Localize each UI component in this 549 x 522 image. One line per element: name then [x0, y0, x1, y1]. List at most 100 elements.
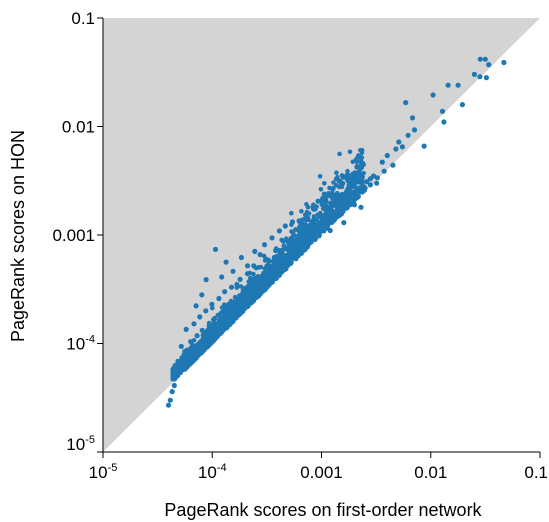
scatter-point [215, 332, 221, 338]
scatter-point [325, 221, 331, 227]
scatter-point [317, 220, 322, 225]
scatter-point [323, 198, 329, 203]
x-tick-label: 10-4 [198, 462, 227, 482]
scatter-point [222, 289, 228, 295]
scatter-point [203, 277, 209, 283]
scatter-point [283, 246, 289, 251]
scatter-point [379, 159, 385, 165]
scatter-point [405, 132, 411, 138]
scatter-point [336, 178, 342, 184]
scatter-point [339, 184, 345, 190]
scatter-point [188, 339, 194, 345]
scatter-point [317, 174, 323, 179]
scatter-point [244, 263, 251, 269]
scatter-point [199, 292, 205, 298]
scatter-point [271, 254, 277, 260]
scatter-point [439, 108, 446, 114]
scatter-point [191, 321, 197, 327]
scatter-point [430, 92, 436, 98]
scatter-point [258, 264, 264, 270]
scatter-point [242, 286, 248, 292]
scatter-point [345, 179, 351, 184]
scatter-point [246, 279, 251, 285]
scatter-point [344, 205, 350, 211]
scatter-point [298, 242, 304, 248]
scatter-point [243, 295, 249, 301]
scatter-point [263, 256, 269, 262]
x-tick-label: 0.1 [524, 463, 548, 482]
scatter-point [207, 340, 213, 346]
scatter-point [334, 170, 339, 176]
scatter-point [315, 225, 321, 231]
scatter-point [381, 168, 387, 174]
scatter-point [361, 171, 366, 176]
scatter-point [482, 56, 488, 62]
scatter-point [225, 303, 231, 309]
scatter-point [358, 164, 364, 170]
scatter-point [193, 303, 199, 309]
scatter-point [348, 176, 354, 181]
scatter-point [209, 301, 215, 307]
scatter-point [293, 227, 299, 233]
scatter-point [374, 180, 380, 186]
scatter-point [289, 210, 294, 216]
scatter-point [331, 195, 336, 201]
scatter-point [441, 119, 447, 125]
scatter-point [165, 402, 172, 408]
scatter-point [337, 151, 342, 157]
y-tick-label: 0.01 [62, 118, 95, 137]
scatter-point [356, 176, 362, 181]
scatter-point [289, 219, 296, 225]
x-tick-label: 0.01 [414, 463, 447, 482]
scatter-point [269, 264, 275, 270]
scatter-point [194, 333, 200, 339]
scatter-point [384, 152, 390, 159]
scatter-point [219, 328, 226, 334]
scatter-point [471, 71, 477, 77]
scatter-point [234, 297, 240, 303]
scatter-point [342, 193, 348, 198]
scatter-point [486, 62, 492, 68]
scatter-point [206, 323, 212, 329]
scatter-point [217, 317, 223, 322]
scatter-point [257, 252, 263, 258]
scatter-point [315, 198, 321, 204]
scatter-point [247, 283, 253, 289]
scatter-point [501, 59, 507, 66]
x-axis-title: PageRank scores on first-order network [164, 500, 482, 520]
scatter-point [314, 233, 320, 239]
scatter-point [445, 82, 451, 88]
scatter-point [238, 284, 244, 289]
scatter-point [228, 319, 234, 325]
scatter-point [334, 199, 341, 205]
scatter-point [304, 217, 309, 223]
scatter-point [332, 209, 337, 214]
scatter-point [240, 307, 246, 313]
scatter-point [459, 102, 465, 108]
scatter-point [323, 216, 329, 222]
scatter-point [277, 259, 283, 265]
scatter-point [195, 342, 201, 348]
scatter-point [341, 220, 347, 226]
scatter-point [264, 284, 270, 290]
scatter-point [212, 246, 219, 252]
scatter-point [300, 229, 305, 235]
scatter-point [367, 182, 373, 188]
scatter-point [302, 212, 309, 218]
scatter-point [350, 159, 356, 165]
y-axis-title: PageRank scores on HON [8, 130, 28, 342]
scatter-point [358, 147, 363, 153]
scatter-point [199, 327, 205, 333]
scatter-point [248, 289, 254, 295]
scatter-point [255, 291, 261, 297]
scatter-point [291, 231, 296, 237]
scatter-point [231, 301, 237, 307]
scatter-point [172, 376, 178, 382]
scatter-point [169, 389, 175, 395]
scatter-point [344, 197, 350, 203]
scatter-point [183, 326, 189, 332]
scatter-point [302, 233, 308, 239]
scatter-point [289, 242, 295, 248]
scatter-point [295, 246, 301, 252]
scatter-point [261, 242, 268, 248]
